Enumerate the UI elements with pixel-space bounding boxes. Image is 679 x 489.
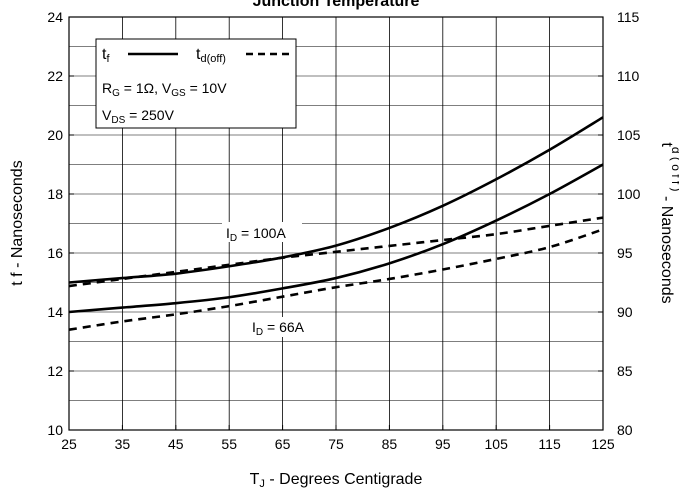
y-left-tick-label: 24 (47, 9, 63, 25)
y-left-tick-label: 20 (47, 127, 63, 143)
series-line-td_100 (68, 216, 604, 288)
legend-td-label: td(off) (196, 46, 226, 65)
chart-title: Junction Temperature (253, 0, 420, 10)
x-tick-label: 85 (382, 436, 398, 452)
x-tick-label: 115 (538, 436, 561, 452)
y-axis-left-label: t f - Nanoseconds (9, 160, 26, 285)
y-left-tick-label: 12 (47, 363, 63, 379)
y-left-tick-label: 14 (47, 304, 63, 320)
x-tick-label: 65 (275, 436, 291, 452)
series-layer (68, 116, 604, 331)
x-tick-label: 35 (115, 436, 131, 452)
y-right-tick-label: 90 (617, 304, 633, 320)
svg-text:ID = 66A: ID = 66A (252, 319, 305, 338)
x-tick-label: 95 (435, 436, 451, 452)
y-right-tick-label: 85 (617, 363, 633, 379)
y-right-tick-label: 115 (617, 9, 640, 25)
x-tick-label: 75 (328, 436, 344, 452)
annotation-id-66a: ID = 66A (249, 317, 323, 338)
tick-layer: 25 35 45 55 65 75 85 95 105 115 125 10 12 14 16 18 20 22 2… (47, 9, 640, 452)
x-tick-label: 25 (61, 436, 77, 452)
legend-condition-rg-vgs: RG = 1Ω, VGS = 10V (102, 80, 227, 99)
x-tick-label: 55 (221, 436, 237, 452)
y-right-tick-label: 105 (617, 127, 641, 143)
y-right-tick-label: 100 (617, 186, 641, 202)
x-tick-label: 105 (485, 436, 509, 452)
y-right-tick-label: 80 (617, 422, 633, 438)
svg-text:ID = 100A: ID = 100A (226, 225, 286, 244)
y-left-tick-label: 18 (47, 186, 63, 202)
x-tick-label: 125 (591, 436, 615, 452)
grid (69, 17, 603, 430)
y-right-tick-label: 95 (617, 245, 633, 261)
y-right-tick-label: 110 (617, 68, 640, 84)
y-left-tick-label: 22 (47, 68, 63, 84)
y-axis-right-label: td ( o f f ) - Nanoseconds (658, 142, 679, 303)
x-axis-label: TJ - Degrees Centigrade (250, 471, 423, 489)
y-left-tick-label: 10 (47, 422, 63, 438)
y-left-tick-label: 16 (47, 245, 63, 261)
series-line-tf_66 (68, 163, 604, 314)
legend-tf-label: tf (102, 46, 110, 65)
x-tick-label: 45 (168, 436, 184, 452)
series-line-td_66 (68, 228, 604, 331)
legend-condition-vds: VDS = 250V (102, 107, 175, 126)
legend: tf td(off) RG = 1Ω, VGS = 10V VDS = 250V (95, 38, 297, 129)
annotation-id-100a: ID = 100A (222, 222, 302, 244)
